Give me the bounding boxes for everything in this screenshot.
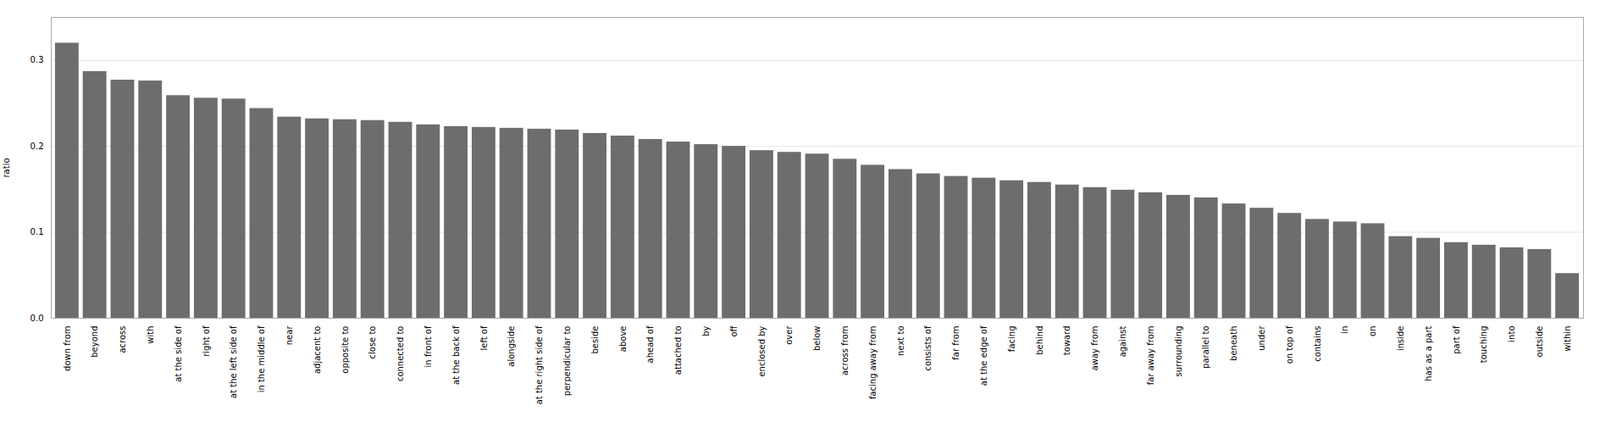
svg-text:next to: next to bbox=[896, 326, 906, 356]
svg-text:far from: far from bbox=[951, 326, 961, 360]
svg-text:surrounding: surrounding bbox=[1173, 326, 1184, 377]
svg-text:part of: part of bbox=[1451, 325, 1462, 355]
svg-text:parallel to: parallel to bbox=[1201, 326, 1211, 369]
svg-text:across: across bbox=[117, 326, 128, 354]
svg-text:at the side of: at the side of bbox=[173, 325, 183, 383]
svg-text:0.1: 0.1 bbox=[30, 226, 45, 237]
svg-text:on top of: on top of bbox=[1284, 325, 1295, 364]
svg-text:left of: left of bbox=[479, 325, 489, 350]
svg-text:into: into bbox=[1506, 326, 1517, 343]
svg-text:within: within bbox=[1562, 326, 1573, 352]
svg-text:facing away from: facing away from bbox=[868, 326, 878, 400]
svg-text:by: by bbox=[701, 325, 711, 336]
svg-text:beside: beside bbox=[590, 326, 600, 355]
svg-text:with: with bbox=[145, 326, 156, 344]
svg-text:in: in bbox=[1339, 326, 1350, 334]
svg-text:beyond: beyond bbox=[89, 326, 100, 358]
svg-text:perpendicular to: perpendicular to bbox=[562, 326, 572, 397]
svg-text:right of: right of bbox=[201, 325, 211, 357]
svg-text:on: on bbox=[1367, 326, 1378, 337]
svg-text:0.3: 0.3 bbox=[30, 55, 45, 65]
svg-text:away from: away from bbox=[1090, 326, 1100, 371]
svg-text:below: below bbox=[812, 326, 822, 352]
svg-text:far away from: far away from bbox=[1146, 326, 1156, 386]
svg-text:close to: close to bbox=[367, 326, 377, 360]
svg-text:ahead of: ahead of bbox=[645, 325, 655, 363]
svg-text:outside: outside bbox=[1534, 326, 1545, 358]
svg-text:down from: down from bbox=[62, 326, 72, 371]
svg-text:0.0: 0.0 bbox=[30, 313, 45, 323]
svg-text:alongside: alongside bbox=[506, 326, 516, 367]
svg-text:toward: toward bbox=[1062, 326, 1072, 356]
svg-text:in the middle of: in the middle of bbox=[256, 325, 266, 393]
svg-text:at the back of: at the back of bbox=[451, 325, 461, 385]
svg-text:adjacent to: adjacent to bbox=[312, 326, 322, 375]
svg-text:behind: behind bbox=[1035, 326, 1045, 355]
svg-text:0.2: 0.2 bbox=[30, 141, 45, 151]
svg-text:opposite to: opposite to bbox=[340, 326, 350, 374]
svg-text:at the left side of: at the left side of bbox=[228, 325, 239, 399]
svg-text:consists of: consists of bbox=[923, 325, 933, 371]
svg-text:near: near bbox=[284, 325, 294, 346]
svg-text:over: over bbox=[784, 325, 794, 345]
svg-text:against: against bbox=[1118, 325, 1128, 357]
svg-text:under: under bbox=[1256, 325, 1267, 351]
svg-text:across from: across from bbox=[840, 326, 850, 377]
svg-text:has as a part: has as a part bbox=[1423, 325, 1434, 381]
svg-text:enclosed by: enclosed by bbox=[757, 325, 767, 377]
svg-text:attached to: attached to bbox=[673, 326, 683, 376]
svg-text:facing: facing bbox=[1007, 326, 1017, 353]
svg-text:touching: touching bbox=[1478, 326, 1489, 364]
svg-text:above: above bbox=[618, 326, 628, 353]
svg-text:at the right side of: at the right side of bbox=[534, 325, 544, 405]
svg-text:beneath: beneath bbox=[1229, 326, 1239, 361]
svg-text:contains: contains bbox=[1312, 326, 1323, 362]
svg-text:connected to: connected to bbox=[395, 326, 405, 383]
svg-text:in front of: in front of bbox=[423, 325, 433, 367]
svg-text:ratio: ratio bbox=[1, 157, 12, 178]
svg-text:off: off bbox=[729, 324, 739, 337]
svg-text:at the edge of: at the edge of bbox=[979, 325, 989, 386]
svg-text:inside: inside bbox=[1395, 326, 1406, 352]
